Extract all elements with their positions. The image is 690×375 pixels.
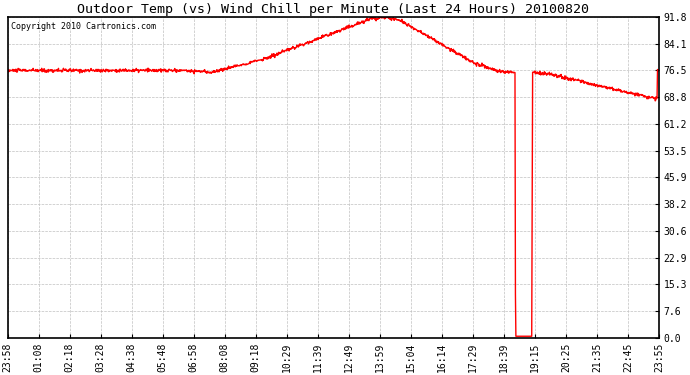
Title: Outdoor Temp (vs) Wind Chill per Minute (Last 24 Hours) 20100820: Outdoor Temp (vs) Wind Chill per Minute … [77,3,589,16]
Text: Copyright 2010 Cartronics.com: Copyright 2010 Cartronics.com [11,22,156,31]
